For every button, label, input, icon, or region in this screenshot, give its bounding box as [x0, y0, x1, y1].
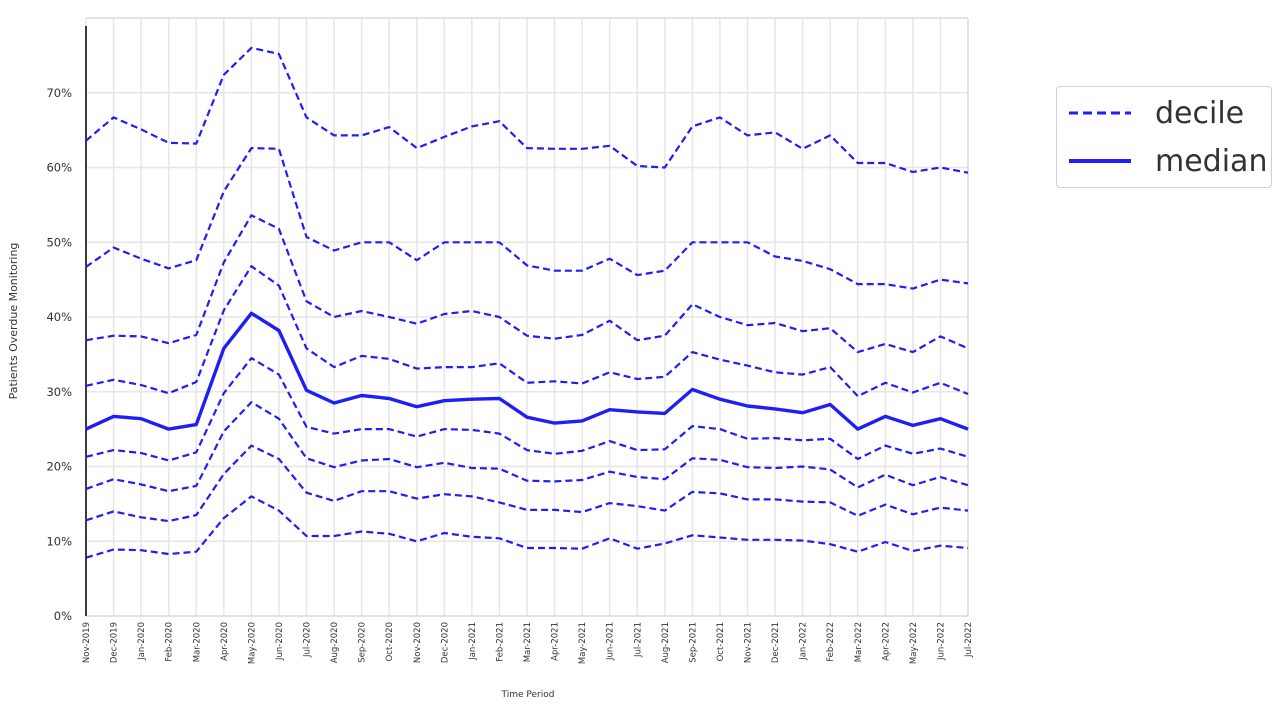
x-tick-label: May-2020: [247, 622, 257, 664]
x-tick-label: Oct-2021: [716, 622, 726, 661]
x-tick-label: Mar-2020: [192, 622, 202, 662]
y-tick-label: 60%: [46, 161, 72, 175]
x-tick-label: Oct-2020: [385, 622, 395, 661]
decile-line-5: [85, 265, 969, 398]
y-tick-label: 20%: [46, 460, 72, 474]
x-tick-label: May-2021: [578, 622, 588, 664]
y-tick-label: 50%: [46, 235, 72, 249]
x-tick-label: Sep-2021: [688, 622, 698, 663]
y-tick-label: 0%: [54, 609, 72, 623]
x-tick-label: Jan-2022: [799, 622, 809, 661]
x-tick-label: Jun-2022: [936, 622, 946, 661]
x-tick-label: Aug-2020: [330, 622, 340, 663]
x-tick-label: May-2022: [909, 622, 919, 664]
x-tick-label: Aug-2021: [661, 622, 671, 663]
decile-line-0: [85, 495, 969, 559]
y-axis-label: Patients Overdue Monitoring: [7, 243, 20, 400]
decile-line-7: [85, 147, 969, 290]
x-tick-label: Dec-2020: [440, 622, 450, 663]
x-tick-label: Nov-2020: [413, 622, 423, 663]
x-tick-label: Dec-2019: [110, 622, 120, 663]
x-tick-label: Mar-2022: [854, 622, 864, 662]
x-tick-label: Jun-2021: [606, 622, 616, 661]
series-group: [85, 46, 969, 559]
decile-line-6: [85, 214, 969, 354]
plot-border: [85, 17, 969, 617]
x-tick-label: Mar-2021: [523, 622, 533, 662]
y-tick-label: 10%: [46, 534, 72, 548]
x-tick-label: Feb-2022: [826, 622, 836, 662]
grid-lines: [85, 18, 969, 617]
x-tick-label: Feb-2020: [165, 622, 175, 662]
decile-line-2: [85, 401, 969, 493]
legend-solid-line-icon: [1069, 159, 1131, 163]
decile-line-3: [85, 357, 969, 462]
x-tick-label: Apr-2022: [881, 622, 891, 661]
legend-dashed-line-icon: [1069, 111, 1131, 115]
legend-item-median: median: [1069, 141, 1267, 181]
x-tick-label: Apr-2021: [551, 622, 561, 661]
legend-label-decile: decile: [1155, 95, 1245, 131]
y-tick-label: 70%: [46, 86, 72, 100]
x-tick-label: Jul-2021: [633, 622, 643, 658]
legend: decile median: [1056, 86, 1272, 188]
x-tick-label: Dec-2021: [771, 622, 781, 663]
x-tick-label: Jul-2022: [964, 622, 974, 658]
x-tick-label: Jan-2021: [468, 622, 478, 661]
y-tick-label: 40%: [46, 310, 72, 324]
x-tick-label: Sep-2020: [358, 622, 368, 663]
x-tick-label: Feb-2021: [495, 622, 505, 662]
x-tick-label: Jan-2020: [137, 622, 147, 661]
median-line: [85, 311, 969, 431]
x-tick-label: Jul-2020: [303, 622, 313, 658]
x-tick-label: Apr-2020: [220, 622, 230, 661]
decile-line-8: [85, 46, 969, 174]
x-tick-label: Nov-2019: [82, 622, 92, 663]
legend-label-median: median: [1155, 143, 1268, 179]
y-tick-labels: 0% 10% 20% 30% 40% 50% 60% 70%: [46, 86, 72, 623]
x-tick-label: Jun-2020: [275, 622, 285, 661]
x-tick-label: Nov-2021: [744, 622, 754, 663]
y-tick-label: 30%: [46, 385, 72, 399]
legend-item-decile: decile: [1069, 93, 1244, 133]
x-tick-labels: Nov-2019 Dec-2019 Jan-2020 Feb-2020 Mar-2020…: [82, 622, 974, 664]
decile-line-1: [85, 444, 969, 523]
x-axis-label: Time Period: [501, 690, 555, 700]
